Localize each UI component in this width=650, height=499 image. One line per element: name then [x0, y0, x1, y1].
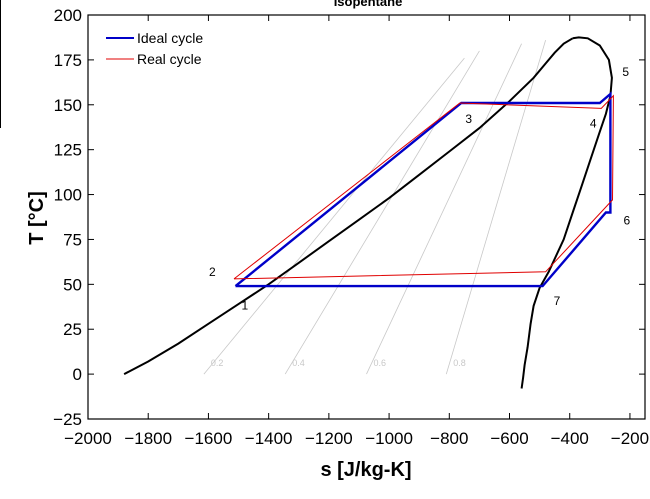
quality-label-1: 0.2 — [211, 358, 224, 368]
y-tick-label: 25 — [63, 320, 82, 339]
x-tick-label: −800 — [430, 429, 468, 448]
chart-title: Isopentane — [334, 0, 403, 9]
state-point-label-6: 6 — [623, 214, 630, 228]
state-point-labels-group: 1 2 3 4 5 6 7 — [209, 65, 630, 312]
plot-frame — [87, 14, 646, 420]
x-axis-ticks: −2000 −1800 −1600 −1400 −1200 −1000 −800 −600 −4… — [64, 15, 649, 448]
saturation-dome-group — [123, 36, 613, 389]
x-tick-label: −1000 — [365, 429, 413, 448]
y-axis-title: T [°C] — [26, 191, 48, 245]
quality-lines-group: 0.2 0.4 0.6 0.8 — [203, 39, 546, 375]
state-point-label-7: 7 — [554, 294, 561, 308]
quality-line-2 — [284, 50, 480, 375]
saturated-liquid-line — [123, 37, 574, 375]
y-tick-label: 125 — [54, 141, 82, 160]
y-tick-label: 150 — [54, 96, 82, 115]
x-tick-label: −200 — [611, 429, 649, 448]
quality-label-2: 0.4 — [292, 358, 305, 368]
legend-ideal-label: Ideal cycle — [137, 30, 203, 46]
y-tick-label: −25 — [53, 410, 82, 429]
state-point-label-5: 5 — [622, 65, 629, 79]
real-cycle-line — [233, 94, 614, 280]
quality-label-4: 0.8 — [453, 358, 466, 368]
state-point-label-3: 3 — [465, 112, 472, 126]
y-tick-label: 175 — [54, 51, 82, 70]
y-tick-label: 0 — [73, 365, 82, 384]
legend-box — [98, 26, 220, 72]
legend-real-label: Real cycle — [137, 51, 202, 67]
x-tick-label: −1600 — [185, 429, 233, 448]
x-tick-label: −600 — [490, 429, 528, 448]
x-axis-title: s [J/kg-K] — [320, 459, 411, 481]
state-point-label-2: 2 — [209, 265, 216, 279]
saturated-vapor-line — [520, 36, 613, 389]
state-point-label-4: 4 — [590, 117, 597, 131]
quality-label-3: 0.6 — [374, 358, 387, 368]
y-tick-label: 50 — [63, 275, 82, 294]
y-tick-label: 75 — [63, 230, 82, 249]
quality-line-1 — [203, 57, 465, 375]
series-group — [233, 91, 614, 288]
quality-line-3 — [366, 43, 522, 375]
y-tick-label: 100 — [54, 186, 82, 205]
x-tick-label: −2000 — [64, 429, 112, 448]
quality-line-4 — [445, 39, 546, 375]
state-point-label-1: 1 — [242, 298, 249, 312]
x-tick-label: −1800 — [124, 429, 172, 448]
x-tick-label: −1400 — [245, 429, 293, 448]
ideal-cycle-line — [234, 91, 612, 288]
legend: Ideal cycle Real cycle — [98, 26, 220, 72]
y-tick-label: 200 — [54, 6, 82, 25]
x-tick-label: −400 — [551, 429, 589, 448]
x-tick-label: −1200 — [305, 429, 353, 448]
